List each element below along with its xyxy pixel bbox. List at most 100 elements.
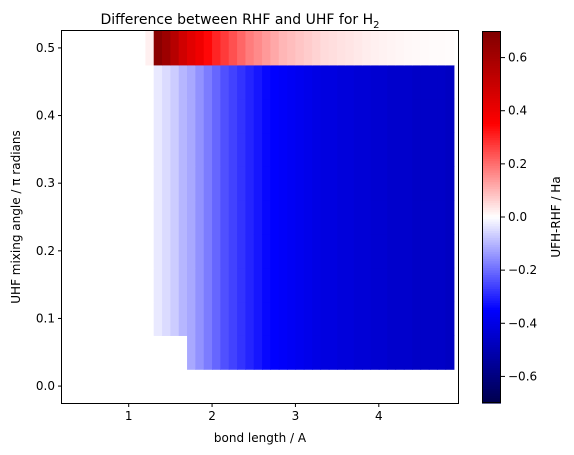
colorbar-swatch: [482, 344, 501, 348]
heatmap-cell: [195, 335, 205, 370]
heatmap-cell: [345, 31, 355, 66]
colorbar-swatch: [482, 221, 501, 225]
colorbar-swatch: [482, 361, 501, 365]
heatmap-cell: [162, 267, 171, 303]
heatmap-cell: [253, 369, 263, 404]
colorbar-swatch: [482, 84, 501, 88]
heatmap-cell: [212, 98, 221, 134]
colorbar-swatch: [482, 312, 501, 316]
heatmap-cell: [295, 98, 305, 134]
heatmap-cell: [137, 132, 146, 167]
heatmap-cell: [237, 98, 247, 134]
heatmap-cell: [320, 64, 330, 100]
colorbar-swatch: [482, 161, 501, 165]
heatmap-cell: [203, 64, 213, 100]
heatmap-cell: [428, 31, 438, 66]
heatmap-cell: [62, 335, 71, 370]
heatmap-cell: [228, 369, 238, 404]
heatmap-cell: [262, 267, 272, 303]
heatmap-cell: [145, 335, 155, 370]
heatmap-cell: [103, 64, 113, 100]
heatmap-cell: [153, 369, 163, 404]
heatmap-cell: [228, 31, 238, 66]
heatmap-cell: [428, 132, 438, 167]
heatmap-cell: [187, 64, 196, 100]
heatmap-cell: [145, 166, 155, 201]
colorbar-swatch: [482, 175, 501, 179]
heatmap-cell: [170, 98, 180, 134]
heatmap-cell: [412, 31, 422, 66]
heatmap-cell: [120, 132, 130, 167]
colorbar-swatch: [482, 151, 501, 155]
heatmap-cell: [345, 132, 355, 167]
colorbar-swatch: [482, 256, 501, 260]
colorbar-swatch: [482, 298, 501, 302]
heatmap-cell: [378, 200, 388, 235]
heatmap-cell: [78, 64, 88, 100]
heatmap-cell: [70, 166, 80, 201]
heatmap-cell: [112, 31, 121, 66]
heatmap-cell: [428, 166, 438, 201]
heatmap-cell: [362, 267, 372, 303]
heatmap-cell: [253, 233, 263, 269]
heatmap-cell: [253, 64, 263, 100]
heatmap-cell: [395, 369, 405, 404]
heatmap-cell: [137, 166, 146, 201]
colorbar-swatch: [482, 70, 501, 74]
heatmap-cell: [428, 369, 438, 404]
heatmap-cell: [170, 64, 180, 100]
heatmap-cell: [178, 267, 188, 303]
title-subscript: 2: [373, 20, 379, 31]
heatmap-cell: [228, 335, 238, 370]
colorbar-swatch: [482, 198, 501, 202]
heatmap-cell: [420, 132, 430, 167]
colorbar-swatch: [482, 368, 501, 372]
heatmap-cell: [62, 233, 71, 269]
heatmap-cell: [120, 31, 130, 66]
colorbar-swatch: [482, 31, 501, 34]
heatmap-cell: [312, 301, 322, 336]
heatmap-cell: [278, 166, 288, 201]
heatmap-cell: [78, 301, 88, 336]
colorbar-swatch: [482, 268, 501, 272]
heatmap-cell: [437, 369, 447, 404]
heatmap-cell: [420, 166, 430, 201]
heatmap-cell: [270, 335, 280, 370]
heatmap-cell: [120, 98, 130, 134]
y-tick-label: 0.4: [36, 109, 55, 123]
heatmap-cell: [303, 233, 313, 269]
colorbar-swatch: [482, 261, 501, 265]
y-axis-label: UHF mixing angle / π radians: [9, 130, 23, 303]
heatmap-cell: [278, 98, 288, 134]
colorbar-swatch: [482, 40, 501, 44]
colorbar-swatch: [482, 319, 501, 323]
heatmap-cell: [403, 200, 413, 235]
heatmap-cell: [412, 335, 422, 370]
colorbar-swatch: [482, 377, 501, 381]
colorbar-swatch: [482, 342, 501, 346]
heatmap-cell: [87, 31, 96, 66]
colorbar-swatch: [482, 98, 501, 102]
heatmap-cell: [78, 233, 88, 269]
heatmap-cell: [387, 301, 397, 336]
heatmap-cell: [145, 31, 155, 66]
colorbar-swatch: [482, 279, 501, 283]
heatmap-cell: [145, 301, 155, 336]
colorbar-swatch: [482, 303, 501, 306]
heatmap-cell: [387, 335, 397, 370]
colorbar-swatch: [482, 119, 501, 123]
heatmap-cell: [137, 31, 146, 66]
heatmap-cell: [137, 335, 146, 370]
heatmap-cell: [378, 267, 388, 303]
colorbar-swatch: [482, 347, 501, 351]
colorbar-swatch: [482, 79, 501, 83]
heatmap-cell: [270, 98, 280, 134]
colorbar-swatch: [482, 165, 501, 169]
heatmap-cell: [212, 233, 221, 269]
heatmap-cell: [195, 233, 205, 269]
heatmap-cell: [328, 31, 338, 66]
colorbar-swatch: [482, 75, 501, 79]
colorbar-swatch: [482, 72, 501, 76]
heatmap-cell: [212, 31, 221, 66]
colorbar-swatch: [482, 282, 501, 286]
